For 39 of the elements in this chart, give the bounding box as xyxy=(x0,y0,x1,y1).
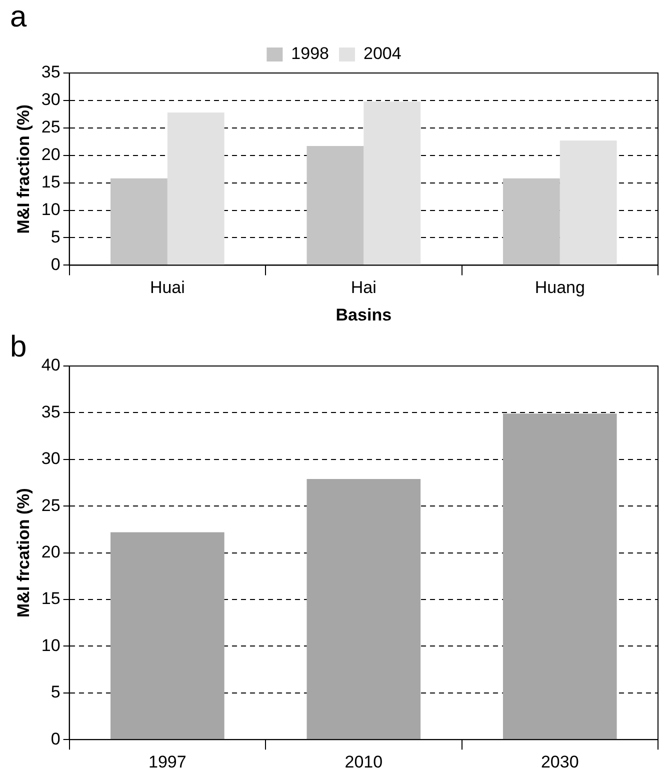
bar xyxy=(364,102,421,265)
bar xyxy=(560,140,617,265)
bar xyxy=(306,146,364,265)
y-tick-label: 35 xyxy=(41,402,60,422)
y-tick-label: 10 xyxy=(41,636,60,655)
y-axis-title: M&I frcation (%) xyxy=(14,488,33,618)
bar xyxy=(502,414,617,740)
y-tick-label: 15 xyxy=(41,589,60,608)
y-tick-label: 10 xyxy=(41,200,60,219)
y-tick-label: 5 xyxy=(50,682,60,702)
legend-label: 2004 xyxy=(364,44,402,64)
bar xyxy=(167,112,224,265)
y-tick-label: 25 xyxy=(41,496,60,515)
bar xyxy=(110,178,168,265)
x-tick-label: 2030 xyxy=(540,752,579,772)
y-tick-label: 30 xyxy=(41,449,60,468)
bar xyxy=(502,178,560,265)
y-tick-label: 20 xyxy=(41,145,60,164)
y-tick-label: 0 xyxy=(50,254,60,274)
bar xyxy=(110,532,224,740)
x-tick-label: 2010 xyxy=(344,752,383,772)
y-tick-label: 0 xyxy=(50,729,60,748)
x-tick-label: Huai xyxy=(150,278,185,298)
x-axis-title: Basins xyxy=(336,305,392,324)
y-tick-label: 20 xyxy=(41,542,60,562)
y-tick-label: 35 xyxy=(41,62,60,82)
y-tick-label: 30 xyxy=(41,90,60,110)
x-tick-label: Hai xyxy=(350,278,376,298)
y-tick-label: 5 xyxy=(50,227,60,246)
x-tick-label: 1997 xyxy=(148,752,186,772)
bar xyxy=(306,479,421,740)
y-tick-label: 25 xyxy=(41,118,60,137)
y-axis-title: M&I fraction (%) xyxy=(14,104,33,234)
y-tick-label: 40 xyxy=(41,356,60,375)
x-tick-label: Huang xyxy=(534,278,585,298)
chart-title: b xyxy=(10,330,27,364)
y-tick-label: 15 xyxy=(41,172,60,192)
legend-label: 1998 xyxy=(291,44,330,64)
chart-title: a xyxy=(10,0,27,34)
